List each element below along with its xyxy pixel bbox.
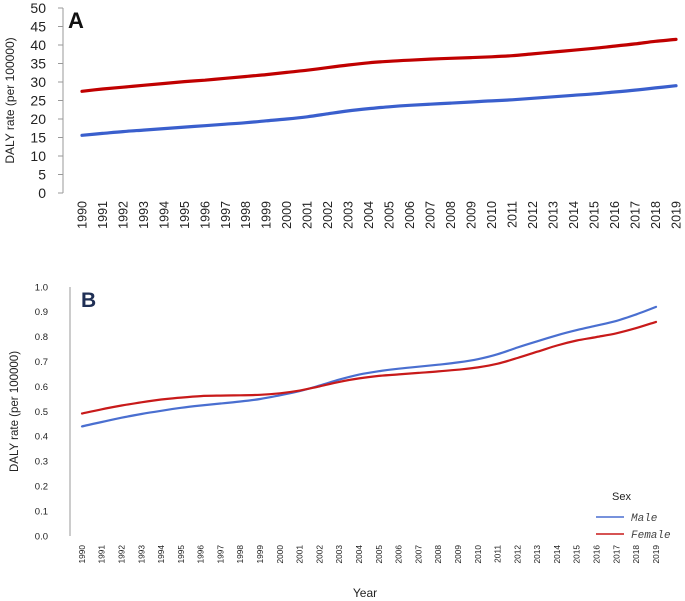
chart-a-x-tick-label: 2005 (383, 201, 397, 229)
chart-b-x-tick-label: 2015 (572, 545, 582, 564)
chart-a-y-tick-label: 25 (30, 92, 46, 108)
chart-a-series-female-line (80, 37, 678, 93)
chart-b-x-tick-label: 1996 (196, 545, 206, 564)
chart-a-x-tick-label: 1997 (219, 201, 233, 229)
chart-b-x-tick-label: 1994 (156, 545, 166, 564)
chart-a-y-tick-label: 35 (30, 55, 46, 71)
chart-a-y-tick-label: 20 (30, 111, 46, 127)
chart-a-x-tick-label: 1992 (116, 201, 130, 229)
chart-a-y-axis-label: DALY rate (per 100000) (3, 37, 17, 163)
chart-b-x-tick-label: 2017 (611, 545, 621, 564)
chart-a-y-tick-label: 50 (30, 0, 46, 16)
chart-b-series-male-line (80, 305, 658, 428)
chart-a-x-tick-label: 1990 (75, 201, 89, 229)
chart-a-x-tick-label: 1999 (260, 201, 274, 229)
chart-a-y-tick-label: 10 (30, 148, 46, 164)
chart-b-y-tick-label: 1.0 (35, 282, 48, 293)
chart-b-x-tick-label: 2005 (374, 545, 384, 564)
chart-b-x-tick-label: 2009 (453, 545, 463, 564)
chart-b-x-tick-label: 1995 (176, 545, 186, 564)
chart-b-x-tick-label: 2008 (433, 545, 443, 564)
chart-a-x-tick-label: 2001 (301, 201, 315, 229)
chart-b-x-tick-label: 1990 (77, 545, 87, 564)
chart-b-y-tick-label: 0.8 (35, 332, 48, 343)
chart-a-x-tick-label: 1993 (137, 201, 151, 229)
chart-a-y-tick-label: 30 (30, 74, 46, 90)
chart-a-x-tick-label: 1998 (239, 201, 253, 229)
chart-b-x-tick-label: 1997 (215, 545, 225, 564)
chart-b-y-tick-label: 0.2 (35, 482, 48, 493)
chart-b-legend-title: Sex (612, 491, 631, 503)
chart-b-y-tick-label: 0.1 (35, 506, 48, 517)
chart-a-y-tick-label: 40 (30, 37, 46, 53)
chart-b-x-tick-label: 2002 (314, 545, 324, 564)
chart-b-x-tick-label: 2001 (295, 545, 305, 564)
chart-b-y-tick-label: 0.6 (35, 382, 48, 393)
chart-b-x-tick-label: 1991 (97, 545, 107, 564)
chart-a-x-tick-label: 2000 (280, 201, 294, 229)
chart-a-x-tick-label: 2011 (506, 201, 520, 228)
chart-b-x-tick-label: 1993 (136, 545, 146, 564)
chart-b-x-tick-label: 1998 (235, 545, 245, 564)
chart-a-x-tick-label: 2007 (424, 201, 438, 229)
chart-a-x-tick-label: 2018 (649, 201, 663, 229)
chart-a-x-tick-label: 2016 (608, 201, 622, 229)
chart-a-y-tick-label: 45 (30, 18, 46, 34)
chart-a-x-tick-label: 2019 (669, 201, 683, 229)
chart-b-x-tick-label: 2014 (552, 545, 562, 564)
chart-b-y-axis-label: DALY rate (per 100000) (9, 351, 21, 472)
chart-b-x-tick-label: 2007 (413, 545, 423, 564)
chart-a-y-tick-label: 15 (30, 129, 46, 145)
chart-a-y-tick-label: 0 (38, 185, 46, 201)
chart-a-x-tick-label: 2013 (546, 201, 560, 229)
chart-b-x-tick-label: 2019 (651, 545, 661, 564)
chart-b-x-tick-label: 2013 (532, 545, 542, 564)
chart-b-x-axis-label: Year (353, 586, 377, 600)
chart-a-x-tick-label: 1991 (96, 201, 110, 229)
chart-b-legend-label-male: Male (631, 513, 657, 525)
chart-b-x-tick-label: 2004 (354, 545, 364, 564)
chart-b-series-female-line (80, 320, 658, 415)
chart-b-x-tick-label: 2018 (631, 545, 641, 564)
chart-a-x-tick-label: 2004 (362, 201, 376, 229)
chart-b-x-tick-label: 2010 (473, 545, 483, 564)
chart-a-x-tick-label: 2003 (342, 201, 356, 229)
chart-b-y-tick-label: 0.9 (35, 307, 48, 318)
chart-a-x-tick-label: 2012 (526, 201, 540, 229)
chart-b-y-tick-label: 0.3 (35, 457, 48, 468)
chart-a-x-tick-label: 2006 (403, 201, 417, 229)
chart-b-x-tick-label: 2011 (493, 545, 503, 563)
chart-b-x-tick-label: 2012 (512, 545, 522, 564)
chart-a-x-tick-label: 2002 (321, 201, 335, 229)
chart-a-x-tick-label: 2015 (587, 201, 601, 229)
chart-b-y-tick-label: 0.4 (35, 432, 48, 443)
chart-b-x-tick-label: 2003 (334, 545, 344, 564)
chart-a-x-tick-label: 2010 (485, 201, 499, 229)
chart-a-y-tick-label: 5 (38, 166, 46, 182)
chart-b-y-tick-label: 0.5 (35, 407, 48, 418)
chart-a-x-tick-label: 2009 (465, 201, 479, 229)
chart-b-x-tick-label: 2000 (275, 545, 285, 564)
chart-a-panel-label: A (68, 8, 84, 33)
chart-a-x-tick-label: 1996 (198, 201, 212, 229)
chart-b-x-tick-label: 1999 (255, 545, 265, 564)
chart-b-legend-label-female: Female (631, 530, 671, 542)
chart-b-y-tick-label: 0.0 (35, 531, 48, 542)
chart-b-x-tick-label: 2016 (592, 545, 602, 564)
chart-b-panel-label: B (81, 289, 96, 312)
chart-a-x-tick-label: 2008 (444, 201, 458, 229)
chart-b-y-tick-label: 0.7 (35, 357, 48, 368)
chart-a-series-male-line (80, 84, 678, 137)
chart-b-x-tick-label: 2006 (394, 545, 404, 564)
chart-a-x-tick-label: 1994 (157, 201, 171, 229)
chart-a-x-tick-label: 2017 (628, 201, 642, 229)
chart-a-x-tick-label: 1995 (178, 201, 192, 229)
chart-a-x-tick-label: 2014 (567, 201, 581, 229)
chart-b-x-tick-label: 1992 (116, 545, 126, 564)
